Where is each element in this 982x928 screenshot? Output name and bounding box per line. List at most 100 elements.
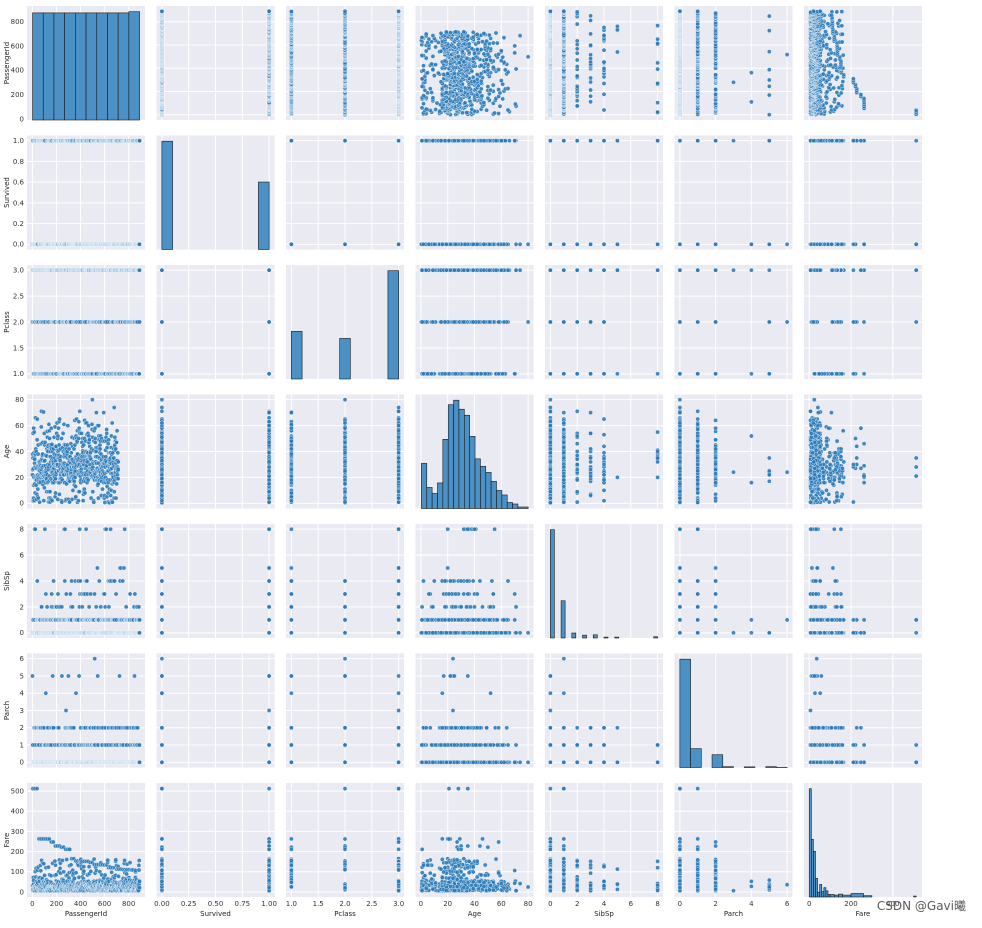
scatter-point (602, 81, 606, 85)
scatter-point (499, 79, 503, 83)
histogram-bar (43, 13, 54, 120)
scatter-point (421, 94, 425, 98)
scatter-point (420, 106, 424, 110)
scatter-point (434, 63, 438, 67)
scatter-point (431, 67, 435, 71)
scatter-point (439, 31, 443, 35)
scatter-point (495, 41, 499, 45)
histogram-bar (129, 12, 140, 120)
scatter-point (482, 52, 486, 56)
scatter-point (602, 108, 606, 112)
scatter-point (444, 30, 448, 34)
scatter-point (421, 64, 425, 68)
y-tick-label: 200 (11, 91, 24, 99)
scatter-point (454, 30, 458, 34)
y-axis-label: PassengerId (3, 42, 11, 84)
scatter-point (506, 108, 510, 112)
scatter-point (431, 34, 435, 38)
scatter-point (448, 30, 452, 34)
scatter-point (503, 68, 507, 72)
scatter-point (498, 104, 502, 108)
scatter-point (499, 49, 503, 53)
scatter-point (497, 111, 501, 115)
scatter-point (491, 83, 495, 87)
scatter-point (479, 47, 483, 51)
histogram-bar (86, 13, 97, 120)
scatter-point (434, 45, 438, 49)
scatter-point (602, 60, 606, 64)
scatter-point (343, 9, 347, 13)
scatter-point (501, 55, 505, 59)
scatter-point (486, 68, 490, 72)
scatter-point (475, 73, 479, 77)
panel-PassengerId-vs-Survived (157, 6, 275, 120)
scatter-point (471, 30, 475, 34)
scatter-point (514, 67, 518, 71)
panel-PassengerId-vs-Age (416, 6, 534, 120)
scatter-point (501, 97, 505, 101)
scatter-point (656, 101, 660, 105)
scatter-point (502, 36, 506, 40)
scatter-point (589, 100, 593, 104)
scatter-point (430, 62, 434, 66)
scatter-point (489, 88, 493, 92)
scatter-point (589, 88, 593, 92)
histogram-bar (97, 13, 108, 120)
scatter-point (475, 32, 479, 36)
scatter-point (432, 74, 436, 78)
scatter-point (485, 108, 489, 112)
scatter-point (656, 61, 660, 65)
scatter-point (575, 74, 579, 78)
histogram-bar (118, 13, 129, 120)
scatter-point (526, 55, 530, 59)
scatter-point (289, 10, 293, 14)
scatter-point (462, 30, 466, 34)
scatter-point (475, 47, 479, 51)
scatter-point (497, 68, 501, 72)
scatter-point (442, 72, 446, 76)
scatter-point (420, 53, 424, 57)
scatter-point (424, 32, 428, 36)
scatter-point (513, 102, 517, 106)
scatter-point (656, 81, 660, 85)
scatter-point (464, 111, 468, 115)
scatter-point (656, 110, 660, 114)
scatter-point (575, 58, 579, 62)
scatter-point (435, 101, 439, 105)
scatter-point (513, 51, 517, 55)
scatter-point (470, 107, 474, 111)
scatter-point (431, 54, 435, 58)
scatter-point (491, 41, 495, 45)
scatter-point (444, 90, 448, 94)
scatter-point (575, 99, 579, 103)
histogram-bar (54, 13, 65, 120)
scatter-point (575, 64, 579, 68)
y-tick-label: 600 (11, 42, 24, 50)
scatter-point (434, 107, 438, 111)
histogram-bar (33, 13, 44, 120)
scatter-point (426, 71, 430, 75)
scatter-point (486, 96, 490, 100)
scatter-point (456, 54, 460, 58)
histogram-bar (107, 13, 118, 120)
y-tick-label: 800 (11, 18, 24, 26)
scatter-point (513, 44, 517, 48)
panel-PassengerId-vs-Pclass (286, 6, 404, 120)
scatter-point (430, 90, 434, 94)
scatter-point (160, 9, 164, 13)
scatter-point (518, 34, 522, 38)
scatter-point (486, 85, 490, 89)
scatter-point (575, 104, 579, 108)
scatter-point (479, 87, 483, 91)
scatter-point (420, 35, 424, 39)
scatter-point (471, 75, 475, 79)
scatter-point (267, 9, 271, 13)
scatter-point (506, 86, 510, 90)
scatter-point (589, 76, 593, 80)
scatter-point (491, 65, 495, 69)
scatter-point (589, 94, 593, 98)
scatter-point (436, 71, 440, 75)
scatter-point (428, 87, 432, 91)
